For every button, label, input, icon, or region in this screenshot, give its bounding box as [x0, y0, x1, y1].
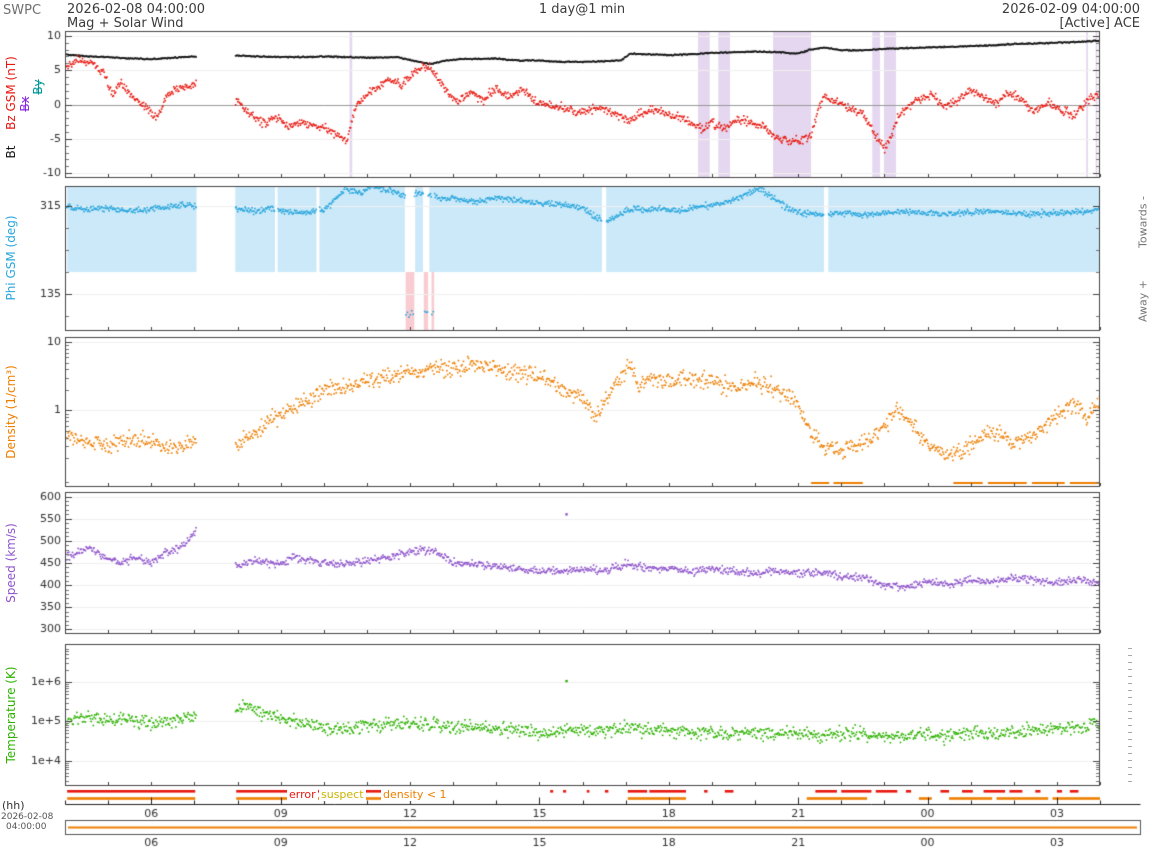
legend-error: error — [287, 788, 318, 801]
end-datetime: 2026-02-09 04:00:00 — [1001, 2, 1140, 17]
y-axis-label-phi: Phi GSM (deg) — [4, 215, 18, 301]
y-axis-label-density: Density (1/cm³) — [4, 365, 18, 459]
y-axis-label-bx-disabled[interactable]: Bx — [18, 96, 32, 112]
cadence-label: 1 day@1 min — [538, 2, 626, 17]
start-datetime: 2026-02-08 04:00:00 — [67, 2, 206, 17]
source-label: [Active] ACE — [1059, 16, 1140, 31]
plot-title: Mag + Solar Wind — [67, 16, 184, 31]
time-range-navigator[interactable] — [65, 820, 1140, 835]
y-axis-label-speed: Speed (km/s) — [4, 523, 18, 603]
sector-label-away: Away + — [1136, 279, 1150, 323]
legend-suspect: suspect — [319, 788, 366, 801]
nav-start-time: 04:00:00 — [6, 822, 47, 832]
sector-label-towards: Towards - — [1136, 196, 1150, 248]
y-axis-label-bt[interactable]: Bt — [4, 145, 18, 159]
time-axis-unit-label: (hh) — [2, 799, 25, 812]
y-axis-label-by-disabled[interactable]: By — [31, 79, 45, 95]
legend-density-lt-1: density < 1 — [381, 788, 449, 801]
y-axis-label-bz[interactable]: Bz GSM (nT) — [4, 56, 18, 130]
nav-start-date: 2026-02-08 — [1, 812, 54, 822]
right-tick-strip[interactable] — [1128, 648, 1132, 786]
app-name: SWPC — [3, 3, 42, 18]
y-axis-label-temperature: Temperature (K) — [4, 666, 18, 764]
